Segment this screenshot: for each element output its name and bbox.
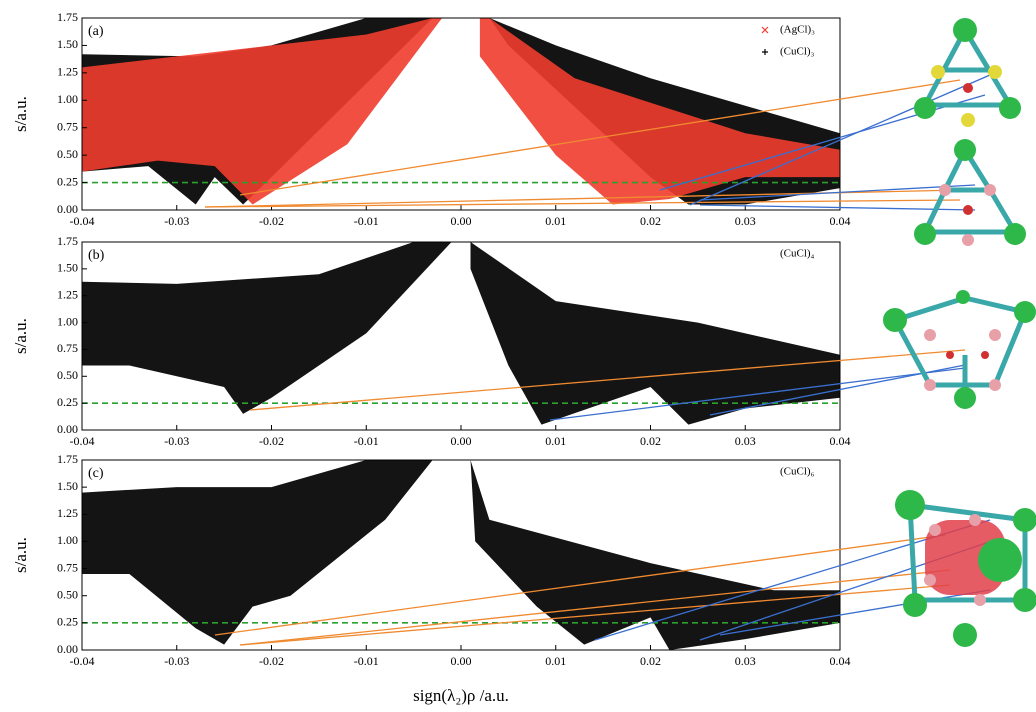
x-tick-label: 0.04 [830,434,851,448]
legend-label: (CuCl)₄ [780,248,815,260]
y-tick-label: 0.50 [57,368,78,382]
x-tick-label: -0.04 [70,434,95,448]
y-tick-label: 1.75 [57,234,78,248]
x-tick-label: -0.02 [259,214,284,228]
panel-label: (c) [88,466,104,481]
molecule-b [883,290,1036,409]
x-tick-label: -0.03 [164,214,189,228]
y-tick-label: 1.00 [57,92,78,106]
legend-label: (CuCl)₆ [780,466,815,478]
y-tick-label: 0.25 [57,174,78,188]
molecule-a2 [914,139,1026,246]
x-tick-label: 0.00 [451,434,472,448]
y-tick-label: 0.25 [57,615,78,629]
x-tick-label: 0.00 [451,214,472,228]
legend-label: (CuCl)₃ [780,46,815,58]
y-axis-label: s/a.u. [11,537,30,573]
x-tick-label: -0.02 [259,654,284,668]
x-tick-label: 0.01 [545,434,566,448]
y-tick-label: 1.25 [57,65,78,79]
x-tick-label: -0.04 [70,654,95,668]
legend-label: (AgCl)₃ [780,24,815,36]
figure: 0.00 0.25 0.50 0.75 1.00 1.25 1.50 1.75 -0.04 -0.… [0,0,1036,712]
x-tick-label: 0.03 [735,434,756,448]
y-tick-label: 0.75 [57,560,78,574]
y-axis-label: s/a.u. [11,318,30,354]
x-axis-label: sign(λ₂)ρ /a.u. [413,686,509,705]
y-tick-label: 0.75 [57,341,78,355]
y-tick-label: 1.25 [57,506,78,520]
x-tick-label: 0.01 [545,654,566,668]
x-tick-label: -0.04 [70,214,95,228]
x-tick-label: 0.03 [735,214,756,228]
x-tick-label: -0.01 [354,434,379,448]
y-tick-label: 1.50 [57,479,78,493]
molecule-c [895,490,1036,647]
y-tick-label: 0.50 [57,587,78,601]
x-tick-label: 0.01 [545,214,566,228]
x-tick-label: 0.02 [640,654,661,668]
x-tick-label: -0.01 [354,214,379,228]
y-tick-label: 1.00 [57,314,78,328]
x-tick-label: 0.03 [735,654,756,668]
x-tick-label: -0.03 [164,654,189,668]
x-tick-label: 0.04 [830,654,851,668]
y-tick-label: 1.25 [57,287,78,301]
y-tick-label: 1.75 [57,10,78,24]
y-tick-label: 0.25 [57,395,78,409]
y-tick-label: 1.50 [57,37,78,51]
x-tick-label: 0.04 [830,214,851,228]
y-tick-label: 0.75 [57,119,78,133]
y-tick-label: 1.00 [57,533,78,547]
y-tick-label: 0.50 [57,147,78,161]
molecule-a1 [914,18,1021,127]
x-tick-label: 0.02 [640,434,661,448]
y-axis-label: s/a.u. [11,96,30,132]
x-tick-label: -0.02 [259,434,284,448]
x-tick-label: -0.01 [354,654,379,668]
x-tick-label: 0.00 [451,654,472,668]
x-tick-label: -0.03 [164,434,189,448]
y-tick-label: 1.75 [57,452,78,466]
panel-label: (b) [88,248,105,263]
y-tick-label: 1.50 [57,261,78,275]
x-tick-label: 0.02 [640,214,661,228]
panel-label: (a) [88,24,104,39]
